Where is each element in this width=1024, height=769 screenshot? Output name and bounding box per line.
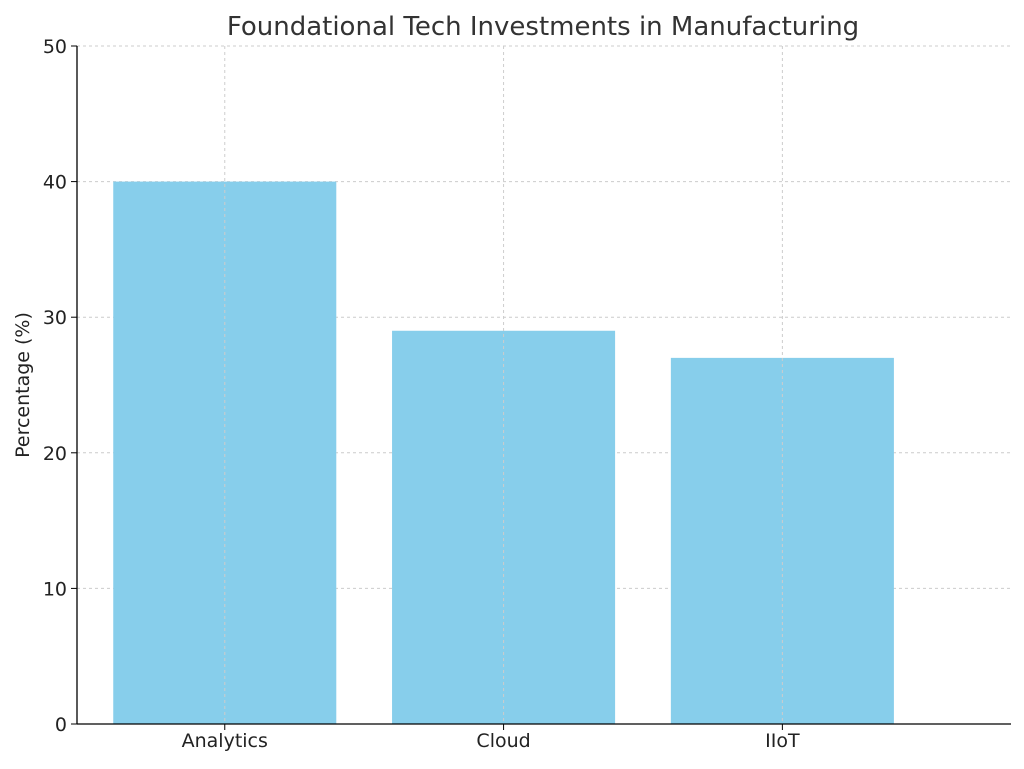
- x-tick-label: Cloud: [476, 730, 530, 752]
- x-ticks-layer: Analytics Cloud IIoT: [182, 724, 800, 752]
- chart-title: Foundational Tech Investments in Manufac…: [227, 12, 859, 42]
- y-tick-label: 10: [43, 578, 67, 600]
- y-tick-label: 40: [43, 172, 67, 194]
- x-tick-label: Analytics: [182, 730, 268, 752]
- y-ticks-layer: 0 10 20 30 40 50: [43, 36, 77, 736]
- x-tick-label: IIoT: [765, 730, 800, 752]
- y-axis-label: Percentage (%): [12, 312, 34, 458]
- y-tick-label: 50: [43, 36, 67, 58]
- bar-analytics: [113, 181, 337, 725]
- y-tick-label: 20: [43, 443, 67, 465]
- vertical-grid-layer: [224, 46, 783, 724]
- axes-layer: [76, 46, 1011, 725]
- y-tick-label: 30: [43, 307, 67, 329]
- y-tick-label: 0: [55, 714, 67, 736]
